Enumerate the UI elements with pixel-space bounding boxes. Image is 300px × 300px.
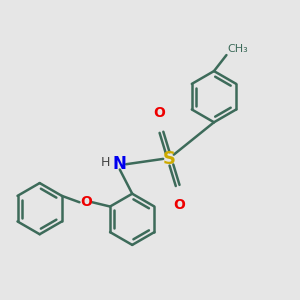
Text: S: S <box>163 150 176 168</box>
Text: CH₃: CH₃ <box>227 44 248 54</box>
Text: H: H <box>100 156 110 169</box>
Text: O: O <box>80 195 92 209</box>
Text: N: N <box>113 155 127 173</box>
Text: O: O <box>174 198 185 212</box>
Text: O: O <box>154 106 166 120</box>
